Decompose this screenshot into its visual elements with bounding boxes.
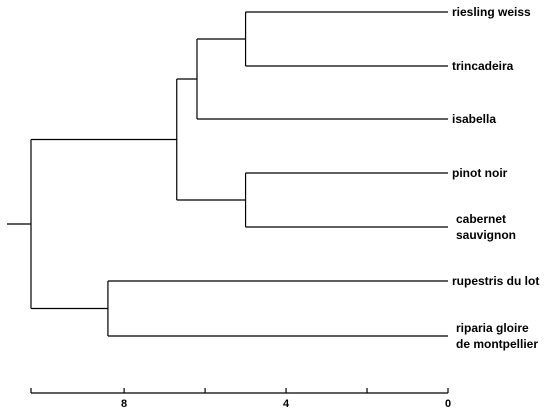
leaf-label-riparia: riparia gloire de montpellier — [456, 321, 538, 351]
leaf-label-line: de montpellier — [456, 337, 538, 351]
leaf-label-pinot: pinot noir — [452, 166, 508, 180]
leaf-label-line: riesling weiss — [452, 5, 531, 19]
leaf-label-line: cabernet — [456, 212, 506, 226]
leaf-label-trincadeira: trincadeira — [452, 59, 514, 73]
leaf-label-line: trincadeira — [452, 59, 514, 73]
leaf-label-line: riparia gloire — [456, 321, 529, 335]
leaf-label-rupestris: rupestris du lot — [452, 274, 539, 288]
leaf-label-cabernet: cabernet sauvignon — [456, 212, 516, 242]
axis-tick-label: 8 — [121, 398, 127, 410]
leaf-label-line: pinot noir — [452, 166, 508, 180]
leaf-label-line: sauvignon — [456, 228, 516, 242]
leaf-label-line: rupestris du lot — [452, 274, 539, 288]
leaf-label-line: isabella — [452, 112, 496, 126]
leaf-label-isabella: isabella — [452, 112, 496, 126]
leaf-label-riesling: riesling weiss — [452, 5, 531, 19]
axis-tick-label: 0 — [445, 398, 451, 410]
axis-tick-label: 4 — [283, 398, 290, 410]
